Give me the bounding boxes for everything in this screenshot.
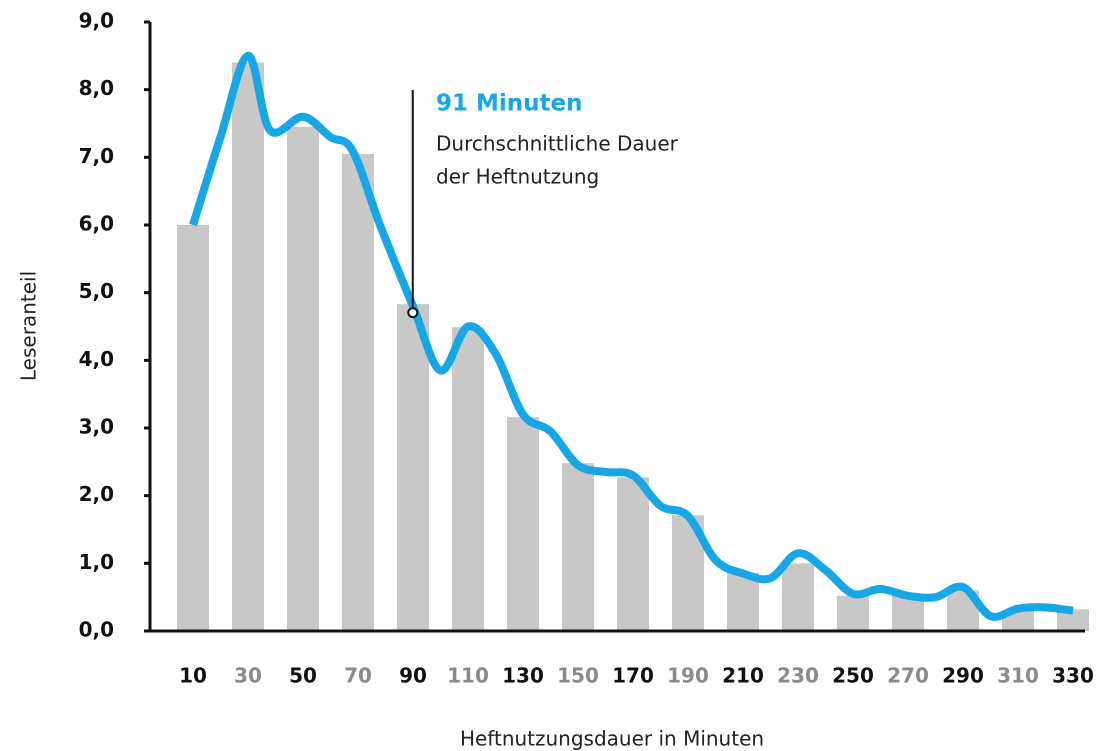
x-tick-label: 270 — [887, 664, 929, 688]
x-tick-label: 70 — [344, 664, 372, 688]
bar — [782, 563, 814, 631]
bar — [562, 463, 594, 631]
y-tick-label: 7,0 — [79, 144, 114, 168]
bar — [727, 572, 759, 631]
bar — [507, 417, 539, 631]
x-tick-label: 170 — [612, 664, 654, 688]
x-tick-label: 50 — [289, 664, 317, 688]
x-tick-label: 90 — [399, 664, 427, 688]
bar — [232, 62, 264, 632]
y-tick-label: 1,0 — [79, 550, 114, 574]
bar — [177, 225, 209, 631]
x-tick-label: 210 — [722, 664, 764, 688]
bar — [342, 153, 374, 631]
x-tick-label: 250 — [832, 664, 874, 688]
x-tick-label: 30 — [234, 664, 262, 688]
y-tick-label: 0,0 — [79, 618, 114, 642]
x-tick-label: 190 — [667, 664, 709, 688]
x-tick-label: 10 — [179, 664, 207, 688]
x-tick-label: 130 — [502, 664, 544, 688]
bar — [617, 477, 649, 631]
y-tick-label: 3,0 — [79, 415, 114, 439]
annotation-point — [407, 307, 419, 319]
x-tick-label: 110 — [447, 664, 489, 688]
y-tick-label: 5,0 — [79, 279, 114, 303]
bar — [452, 327, 484, 631]
y-tick-label: 4,0 — [79, 347, 114, 371]
x-axis-title: Heftnutzungsdauer in Minuten — [460, 727, 764, 751]
annotation-text: der Heftnutzung — [436, 165, 599, 189]
bar — [837, 595, 869, 631]
x-tick-label: 310 — [997, 664, 1039, 688]
bar — [397, 304, 429, 631]
x-tick-label: 330 — [1052, 664, 1094, 688]
x-tick-label: 230 — [777, 664, 819, 688]
y-axis-title: Leseranteil — [17, 271, 41, 381]
annotation-title: 91 Minuten — [436, 91, 583, 117]
y-tick-label: 6,0 — [79, 212, 114, 236]
y-tick-label: 2,0 — [79, 482, 114, 506]
bar — [287, 126, 319, 631]
y-tick-label: 9,0 — [79, 9, 114, 33]
bar — [1057, 609, 1089, 631]
annotation-text: Durchschnittliche Dauer — [436, 132, 679, 156]
x-tick-label: 290 — [942, 664, 984, 688]
y-tick-label: 8,0 — [79, 76, 114, 100]
line — [189, 51, 1074, 621]
x-tick-label: 150 — [557, 664, 599, 688]
